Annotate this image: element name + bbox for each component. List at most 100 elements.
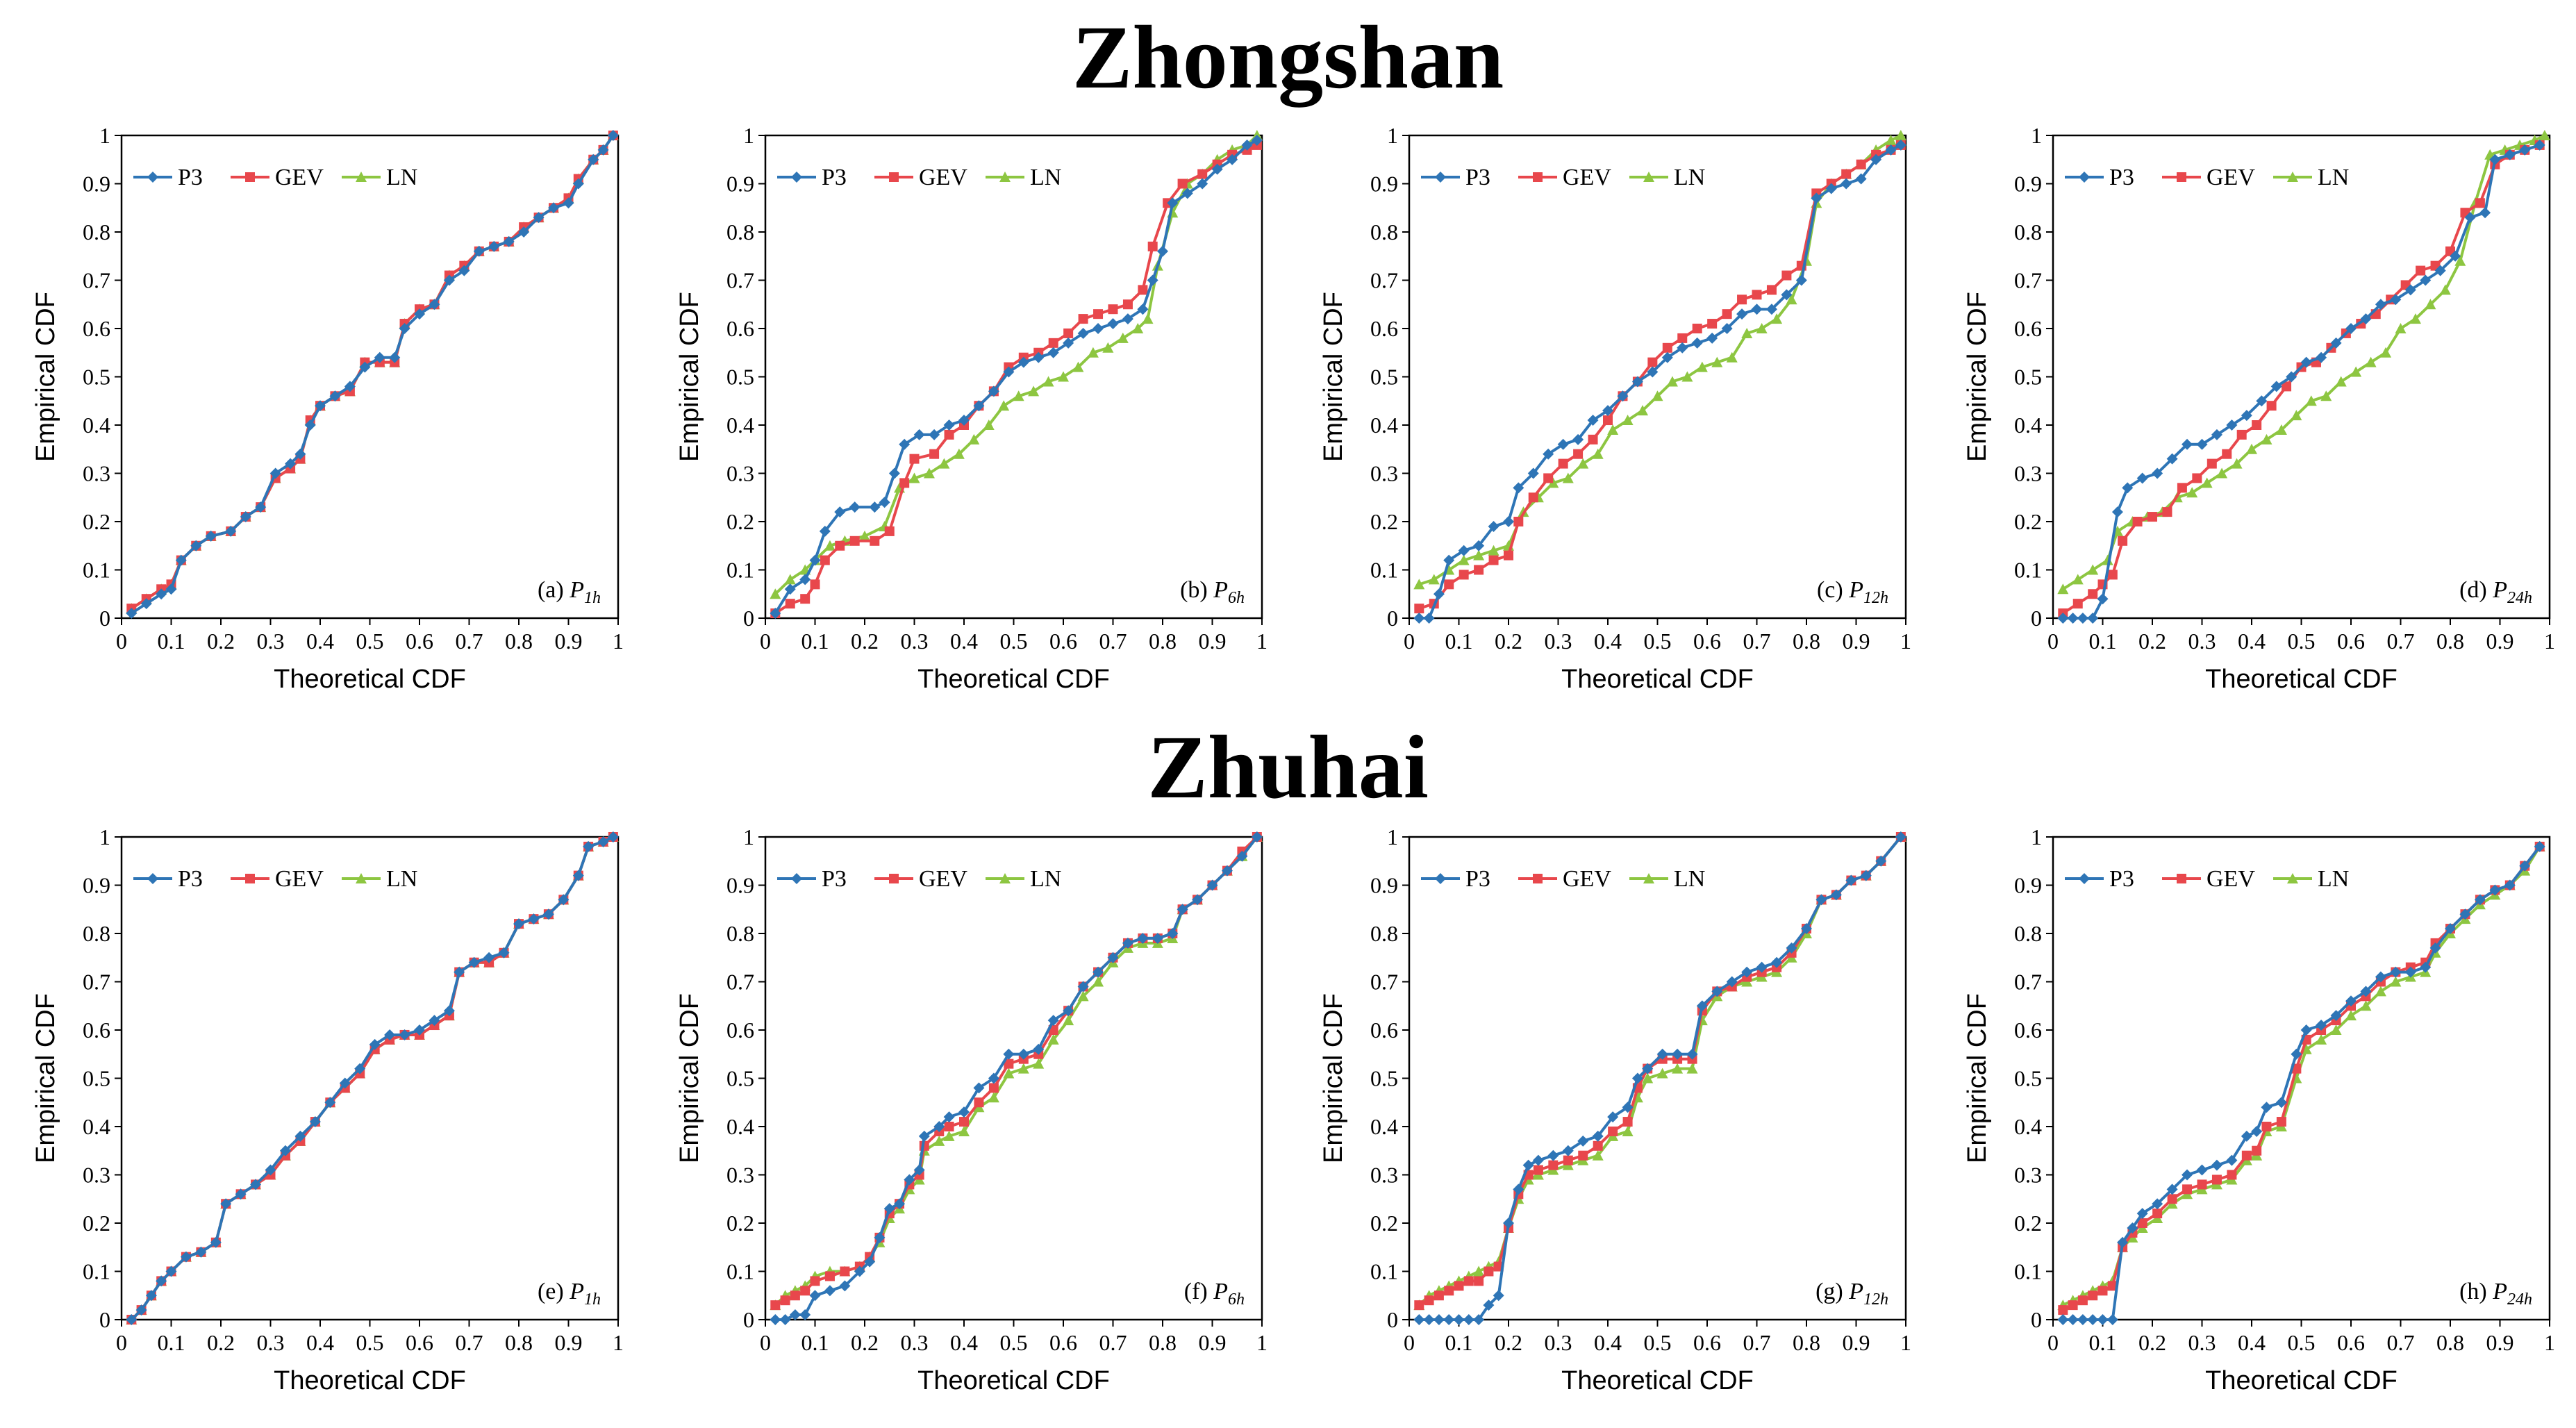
data-point-p3 <box>2360 986 2372 997</box>
legend-marker-ln <box>356 873 367 883</box>
panel-annotation: (d) P24h <box>2459 577 2532 607</box>
data-point-ln <box>1458 554 1470 565</box>
panel-annotation: (h) P24h <box>2459 1279 2532 1309</box>
x-tick-label: 0.2 <box>207 1330 235 1355</box>
data-point-ln <box>1102 342 1114 353</box>
series-ln <box>770 831 1263 1311</box>
data-point-p3 <box>2241 1130 2252 1142</box>
data-point-ln <box>1711 356 1723 367</box>
legend-marker-gev <box>245 874 255 883</box>
y-tick-label: 0.3 <box>726 1163 754 1188</box>
legend-label-gev: GEV <box>275 165 324 190</box>
legend-marker-ln <box>356 172 367 182</box>
data-point-p3 <box>809 1290 821 1302</box>
data-point-p3 <box>933 1121 945 1132</box>
data-point-ln <box>1413 579 1425 590</box>
data-point-gev <box>2197 1179 2207 1190</box>
data-point-p3 <box>2166 1184 2178 1195</box>
y-tick-label: 0.7 <box>726 268 754 293</box>
data-point-ln <box>1047 1033 1059 1045</box>
data-point-p3 <box>454 966 465 978</box>
x-tick-label: 0.4 <box>2238 1330 2266 1355</box>
y-tick-label: 0.9 <box>726 873 754 898</box>
x-tick-label: 0.4 <box>1594 1330 1622 1355</box>
data-point-p3 <box>1677 342 1688 354</box>
y-axis-title: Empirical CDF <box>1319 292 1348 462</box>
data-point-p3 <box>2434 265 2446 276</box>
data-point-p3 <box>819 525 831 537</box>
legend-marker-p3 <box>1435 873 1446 884</box>
data-point-p3 <box>1493 1290 1504 1302</box>
data-point-p3 <box>1413 613 1425 624</box>
data-point-ln <box>1072 361 1084 372</box>
x-tick-label: 0.4 <box>306 629 334 654</box>
y-tick-label: 0.6 <box>2014 1018 2042 1043</box>
data-point-p3 <box>869 501 881 513</box>
x-tick-label: 0.6 <box>2337 629 2365 654</box>
legend: P3 GEV LN <box>777 866 1061 892</box>
data-point-gev <box>1608 1126 1618 1136</box>
x-tick-label: 0.5 <box>1644 629 1672 654</box>
legend-label-ln: LN <box>2318 866 2349 892</box>
legend-label-p3: P3 <box>2109 165 2134 190</box>
data-point-p3 <box>165 1265 177 1277</box>
y-tick-label: 0.5 <box>83 1066 110 1091</box>
y-tick-label: 0.6 <box>1370 1018 1398 1043</box>
y-axis-title: Empirical CDF <box>31 292 60 462</box>
y-tick-label: 0.7 <box>1370 268 1398 293</box>
data-point-ln <box>1063 1015 1074 1026</box>
data-point-p3 <box>429 1015 440 1027</box>
data-point-gev <box>1662 342 1672 353</box>
data-point-p3 <box>958 1106 970 1118</box>
legend-marker-gev <box>2177 172 2186 182</box>
data-point-p3 <box>607 831 619 842</box>
data-point-p3 <box>2504 879 2516 891</box>
data-point-ln <box>1473 1265 1485 1277</box>
data-point-p3 <box>894 1198 906 1210</box>
y-axis-title: Empirical CDF <box>675 292 704 462</box>
x-tick-label: 0 <box>2047 1330 2059 1355</box>
series-line-ln <box>774 134 1258 595</box>
data-point-p3 <box>973 400 985 412</box>
data-point-gev <box>1841 169 1852 179</box>
data-point-p3 <box>2275 1097 2287 1109</box>
y-tick-label: 1 <box>743 824 754 849</box>
data-point-p3 <box>1691 337 1703 349</box>
x-axis-title: Theoretical CDF <box>917 1366 1110 1395</box>
series-p3 <box>770 831 1263 1325</box>
data-point-ln <box>1895 130 1906 140</box>
y-tick-label: 0.6 <box>83 316 110 341</box>
data-point-p3 <box>588 153 599 165</box>
data-point-p3 <box>265 1164 276 1176</box>
data-point-gev <box>2182 1184 2193 1195</box>
data-point-p3 <box>548 202 560 214</box>
series-line-p3 <box>1419 144 1902 620</box>
data-point-p3 <box>309 1116 321 1128</box>
x-tick-label: 0.6 <box>1049 629 1077 654</box>
data-point-gev <box>1766 285 1777 295</box>
data-point-ln <box>2316 1033 2327 1045</box>
data-point-ln <box>1686 1063 1698 1074</box>
x-tick-label: 0.5 <box>356 629 384 654</box>
data-point-p3 <box>175 554 187 566</box>
y-tick-label: 0.3 <box>1370 461 1398 486</box>
x-tick-label: 0.8 <box>1149 629 1177 654</box>
data-point-p3 <box>1077 981 1089 993</box>
data-point-gev <box>2261 1122 2272 1131</box>
data-point-p3 <box>1736 308 1748 320</box>
data-point-p3 <box>839 1280 851 1292</box>
legend: P3 GEV LN <box>2065 165 2349 190</box>
x-tick-label: 0.1 <box>158 1330 185 1355</box>
data-point-ln <box>1607 424 1619 435</box>
data-point-ln <box>1562 472 1574 483</box>
y-tick-label: 0.6 <box>2014 316 2042 341</box>
data-point-p3 <box>1443 554 1455 566</box>
data-point-gev <box>884 526 895 536</box>
data-point-p3 <box>1811 192 1822 204</box>
x-tick-label: 0.9 <box>555 1330 583 1355</box>
data-point-p3 <box>1157 245 1168 257</box>
data-point-ln <box>2360 1000 2372 1011</box>
y-tick-label: 1 <box>1387 824 1398 849</box>
data-point-p3 <box>339 1077 351 1089</box>
y-tick-label: 0.9 <box>2014 172 2042 197</box>
